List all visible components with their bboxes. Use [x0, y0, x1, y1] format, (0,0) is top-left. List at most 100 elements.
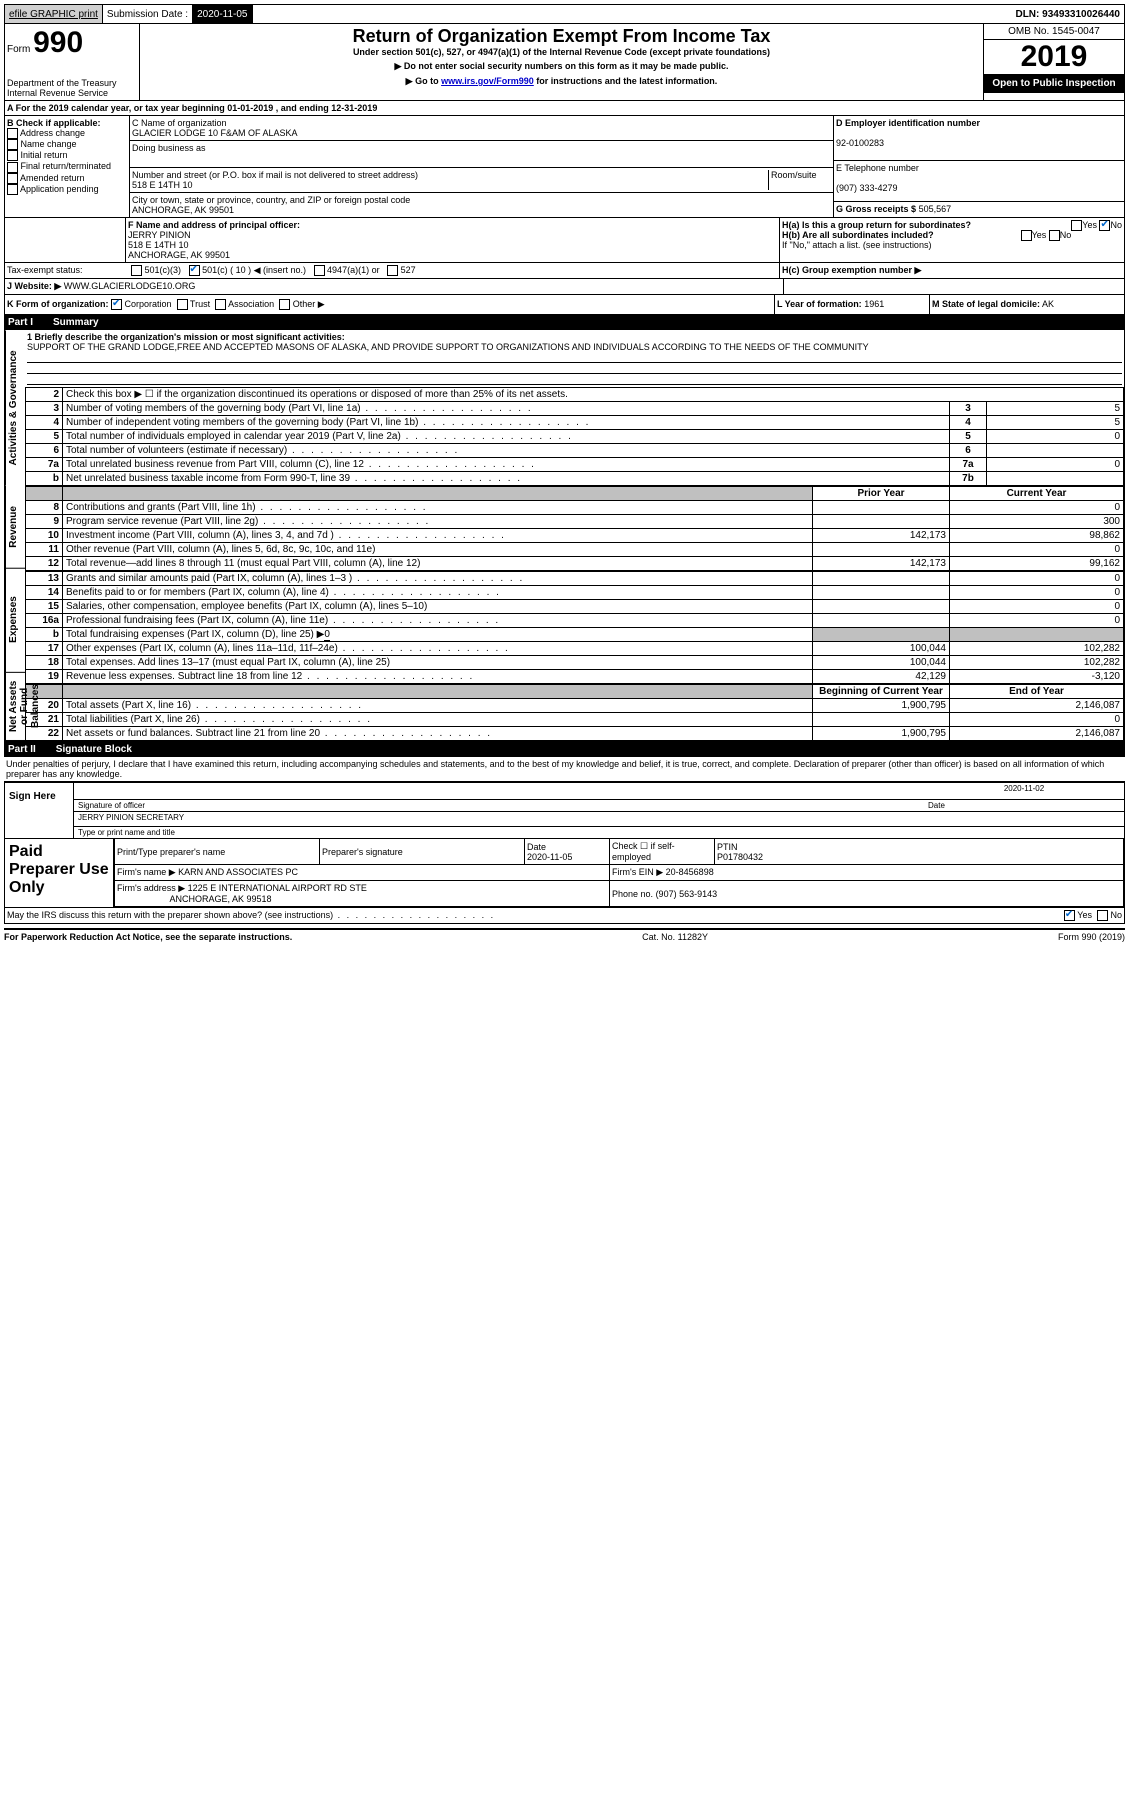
- firm-ein: 20-8456898: [666, 867, 714, 877]
- open-public: Open to Public Inspection: [984, 74, 1124, 93]
- check-pending[interactable]: [7, 184, 18, 195]
- check-527[interactable]: [387, 265, 398, 276]
- val11p: [813, 543, 950, 557]
- line20: Total assets (Part X, line 16): [66, 700, 191, 711]
- goto-pre: ▶ Go to: [406, 76, 441, 86]
- check-4947[interactable]: [314, 265, 325, 276]
- form-header: Form 990 Department of the Treasury Inte…: [4, 24, 1125, 101]
- j-label: J Website: ▶: [7, 281, 61, 291]
- opt-4947: 4947(a)(1) or: [327, 265, 380, 275]
- val15c: 0: [950, 600, 1124, 614]
- line8: Contributions and grants (Part VIII, lin…: [66, 502, 256, 513]
- line17: Other expenses (Part IX, column (A), lin…: [66, 643, 338, 654]
- omb-number: OMB No. 1545-0047: [984, 24, 1124, 40]
- yes1: Yes: [1082, 220, 1097, 230]
- year-formation: 1961: [864, 299, 884, 309]
- val20c: 2,146,087: [950, 699, 1124, 713]
- part2-title: Signature Block: [56, 744, 132, 755]
- check-501c[interactable]: [189, 265, 200, 276]
- val9c: 300: [950, 515, 1124, 529]
- discuss-yes-l: Yes: [1077, 910, 1092, 920]
- hc-label: H(c) Group exemption number ▶: [782, 265, 921, 275]
- expenses-label: Expenses: [5, 568, 25, 673]
- line7a: Total unrelated business revenue from Pa…: [66, 459, 364, 470]
- val16ac: 0: [950, 614, 1124, 628]
- ptin-label: PTIN: [717, 842, 738, 852]
- line16a: Professional fundraising fees (Part IX, …: [66, 615, 328, 626]
- val9p: [813, 515, 950, 529]
- dba-label: Doing business as: [130, 141, 833, 168]
- mission-text: SUPPORT OF THE GRAND LODGE,FREE AND ACCE…: [27, 342, 869, 352]
- header-sub2: ▶ Do not enter social security numbers o…: [142, 61, 981, 72]
- hb-note: If "No," attach a list. (see instruction…: [782, 240, 1122, 250]
- check-other[interactable]: [279, 299, 290, 310]
- check-501c3[interactable]: [131, 265, 142, 276]
- city-state-zip: ANCHORAGE, AK 99501: [132, 205, 234, 215]
- discuss-no-l: No: [1110, 910, 1122, 920]
- opt-501c3: 501(c)(3): [145, 265, 182, 275]
- entity-section: B Check if applicable: Address change Na…: [4, 116, 1125, 218]
- part1-header: Part I Summary: [4, 315, 1125, 330]
- val16b: 0: [324, 629, 330, 641]
- hb-no[interactable]: [1049, 230, 1060, 241]
- form-number: 990: [33, 26, 83, 59]
- dept-treasury: Department of the Treasury Internal Reve…: [7, 78, 137, 98]
- officer-addr1: 518 E 14TH 10: [128, 240, 189, 250]
- efile-link[interactable]: efile GRAPHIC print: [5, 5, 103, 23]
- type-print-label: Type or print name and title: [74, 827, 1124, 838]
- penalties-text: Under penalties of perjury, I declare th…: [4, 757, 1125, 781]
- check-initial[interactable]: [7, 150, 18, 161]
- ha-yes[interactable]: [1071, 220, 1082, 231]
- opt-final: Final return/terminated: [21, 161, 112, 171]
- val4: 5: [987, 416, 1124, 430]
- hb-yes[interactable]: [1021, 230, 1032, 241]
- part1-label: Part I: [8, 317, 53, 328]
- irs-link[interactable]: www.irs.gov/Form990: [441, 76, 534, 86]
- discuss-row: May the IRS discuss this return with the…: [4, 908, 1125, 924]
- val17c: 102,282: [950, 642, 1124, 656]
- line9: Program service revenue (Part VIII, line…: [66, 516, 258, 527]
- line18: Total expenses. Add lines 13–17 (must eq…: [66, 657, 390, 668]
- d-label: D Employer identification number: [836, 118, 980, 128]
- ein: 92-0100283: [836, 138, 884, 148]
- website-row: J Website: ▶ WWW.GLACIERLODGE10.ORG: [4, 279, 1125, 295]
- val7a: 0: [987, 458, 1124, 472]
- submission-label: Submission Date :: [103, 5, 193, 23]
- check-trust[interactable]: [177, 299, 188, 310]
- check-amended[interactable]: [7, 173, 18, 184]
- submission-date: 2020-11-05: [193, 5, 252, 23]
- line21: Total liabilities (Part X, line 26): [66, 714, 200, 725]
- check-assoc[interactable]: [215, 299, 226, 310]
- check-corp[interactable]: [111, 299, 122, 310]
- opt-amended: Amended return: [20, 173, 85, 183]
- dln: DLN: 93493310026440: [1011, 5, 1124, 23]
- prep-sig-h: Preparer's signature: [320, 839, 525, 865]
- val13p: [813, 571, 950, 586]
- check-name[interactable]: [7, 139, 18, 150]
- prep-name-h: Print/Type preparer's name: [115, 839, 320, 865]
- discuss-yes[interactable]: [1064, 910, 1075, 921]
- val7b: [987, 472, 1124, 487]
- klm-row: K Form of organization: Corporation Trus…: [4, 295, 1125, 315]
- e-label: E Telephone number: [836, 163, 919, 173]
- opt-other: Other ▶: [293, 299, 325, 309]
- discuss-no[interactable]: [1097, 910, 1108, 921]
- room-suite: Room/suite: [768, 170, 831, 190]
- goto-post: for instructions and the latest informat…: [534, 76, 718, 86]
- footer-right: Form 990 (2019): [1058, 932, 1125, 942]
- check-final[interactable]: [7, 162, 18, 173]
- val20p: 1,900,795: [813, 699, 950, 713]
- hb-label: H(b) Are all subordinates included?: [782, 230, 934, 240]
- val18c: 102,282: [950, 656, 1124, 670]
- line6: Total number of volunteers (estimate if …: [66, 445, 287, 456]
- mission-q: 1 Briefly describe the organization's mi…: [27, 332, 345, 342]
- telephone: (907) 333-4279: [836, 183, 898, 193]
- line22: Net assets or fund balances. Subtract li…: [66, 728, 320, 739]
- val3: 5: [987, 402, 1124, 416]
- end-year-h: End of Year: [950, 684, 1124, 699]
- begin-year-h: Beginning of Current Year: [813, 684, 950, 699]
- val8p: [813, 501, 950, 515]
- val6: [987, 444, 1124, 458]
- check-address[interactable]: [7, 128, 18, 139]
- ha-no[interactable]: [1099, 220, 1110, 231]
